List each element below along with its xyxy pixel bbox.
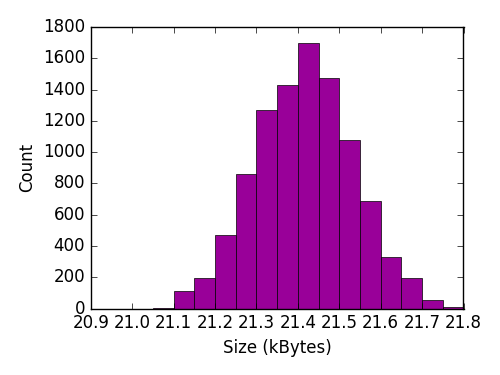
X-axis label: Size (kBytes): Size (kBytes) <box>223 339 332 357</box>
Bar <box>194 278 215 309</box>
Bar <box>339 140 360 309</box>
Bar <box>380 257 402 309</box>
Bar <box>256 110 277 309</box>
Bar <box>277 85 298 309</box>
Bar <box>298 43 318 309</box>
Bar <box>360 201 380 309</box>
Bar <box>318 78 339 309</box>
Bar <box>402 278 422 309</box>
Bar <box>153 308 174 309</box>
Y-axis label: Count: Count <box>18 143 36 192</box>
Bar <box>215 235 236 309</box>
Bar <box>174 291 195 309</box>
Bar <box>422 300 443 309</box>
Bar <box>236 174 256 309</box>
Bar <box>443 307 464 309</box>
